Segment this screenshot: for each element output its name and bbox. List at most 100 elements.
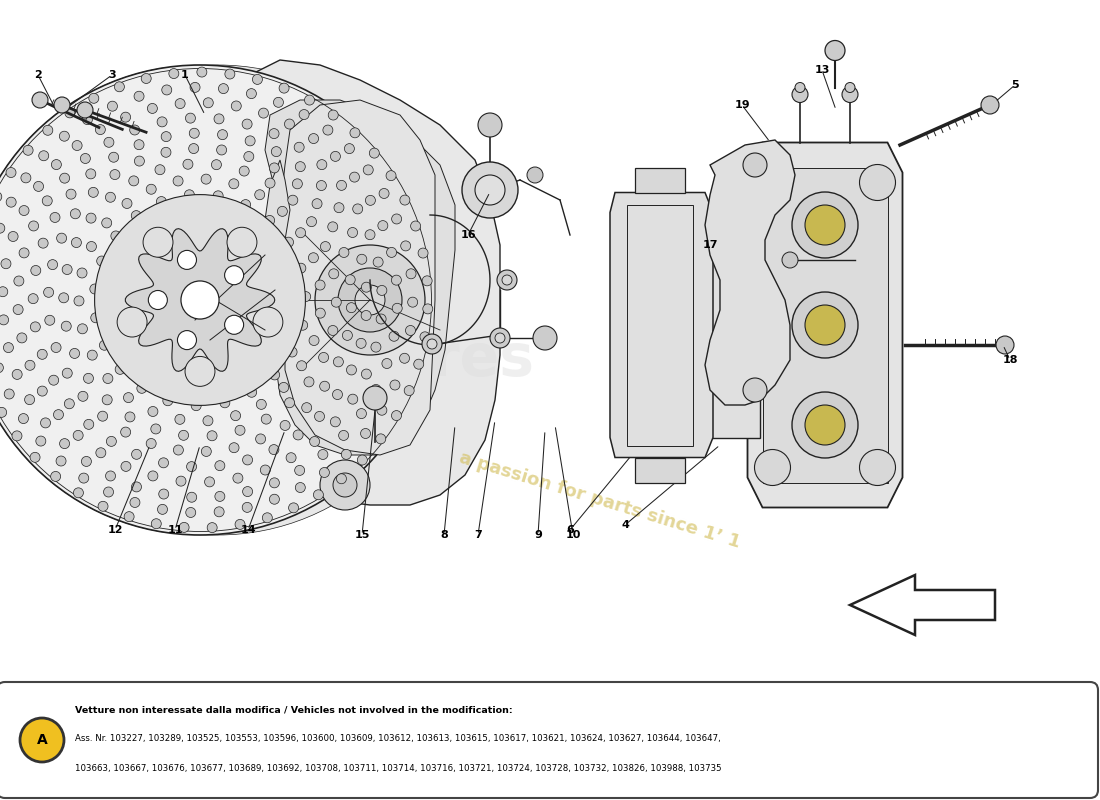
Circle shape [65, 108, 75, 118]
Circle shape [130, 125, 140, 135]
Circle shape [114, 82, 124, 92]
Circle shape [201, 174, 211, 184]
Text: 7: 7 [474, 530, 482, 540]
Text: 14: 14 [240, 525, 256, 535]
Circle shape [314, 490, 323, 500]
Circle shape [312, 198, 322, 209]
Circle shape [204, 416, 213, 426]
Circle shape [270, 370, 279, 380]
Circle shape [261, 465, 271, 475]
Circle shape [152, 518, 162, 529]
Circle shape [121, 427, 131, 437]
Circle shape [242, 119, 252, 129]
Circle shape [108, 101, 118, 111]
Circle shape [353, 204, 363, 214]
Circle shape [34, 182, 44, 191]
Text: 11: 11 [167, 525, 183, 535]
Circle shape [37, 386, 47, 396]
Circle shape [272, 146, 282, 157]
Circle shape [6, 167, 16, 178]
Circle shape [358, 455, 367, 465]
Circle shape [106, 192, 116, 202]
Circle shape [300, 291, 310, 302]
Circle shape [54, 97, 70, 113]
Circle shape [346, 365, 356, 375]
Circle shape [286, 453, 296, 462]
Circle shape [406, 269, 416, 278]
Circle shape [56, 456, 66, 466]
Circle shape [131, 210, 141, 221]
Circle shape [792, 392, 858, 458]
Circle shape [63, 368, 73, 378]
Circle shape [320, 242, 330, 251]
Circle shape [218, 130, 228, 140]
Circle shape [122, 198, 132, 209]
Circle shape [0, 65, 453, 535]
Circle shape [201, 446, 211, 457]
Circle shape [410, 221, 420, 231]
Circle shape [231, 410, 241, 421]
Circle shape [422, 334, 442, 354]
Circle shape [63, 265, 73, 274]
Circle shape [185, 190, 195, 200]
Circle shape [204, 98, 213, 108]
Circle shape [66, 189, 76, 199]
Circle shape [179, 522, 189, 532]
Circle shape [346, 302, 356, 313]
Circle shape [111, 231, 121, 241]
Circle shape [151, 424, 161, 434]
Circle shape [32, 92, 48, 108]
Circle shape [56, 233, 67, 243]
Circle shape [125, 412, 135, 422]
Circle shape [265, 178, 275, 188]
Circle shape [755, 450, 791, 486]
Circle shape [42, 196, 52, 206]
Circle shape [190, 82, 200, 92]
Circle shape [277, 206, 287, 216]
Circle shape [341, 450, 351, 459]
Circle shape [224, 315, 243, 334]
Circle shape [408, 297, 418, 307]
Text: 9: 9 [535, 530, 542, 540]
Circle shape [155, 165, 165, 174]
Circle shape [147, 471, 158, 481]
Circle shape [0, 315, 9, 325]
Circle shape [224, 69, 235, 79]
Circle shape [207, 522, 217, 533]
Circle shape [392, 275, 402, 285]
Circle shape [51, 471, 60, 482]
Circle shape [338, 268, 402, 332]
Circle shape [339, 247, 349, 258]
Circle shape [106, 471, 116, 481]
Circle shape [19, 248, 29, 258]
Circle shape [285, 398, 295, 408]
Circle shape [265, 215, 275, 226]
Polygon shape [635, 458, 685, 482]
Circle shape [86, 213, 96, 223]
Circle shape [117, 307, 147, 337]
Circle shape [315, 280, 326, 290]
Circle shape [214, 507, 224, 517]
Circle shape [158, 458, 168, 468]
Circle shape [107, 436, 117, 446]
Circle shape [406, 326, 416, 335]
Circle shape [270, 478, 279, 488]
Text: 2: 2 [34, 70, 42, 80]
Circle shape [497, 270, 517, 290]
Circle shape [288, 503, 298, 513]
Circle shape [7, 197, 16, 207]
Circle shape [495, 333, 505, 343]
Circle shape [123, 393, 133, 402]
Circle shape [148, 290, 167, 310]
Circle shape [294, 142, 305, 152]
Circle shape [241, 199, 251, 210]
Circle shape [132, 482, 142, 492]
Circle shape [121, 462, 131, 471]
Circle shape [386, 170, 396, 181]
Circle shape [859, 165, 895, 201]
Circle shape [319, 353, 329, 362]
Circle shape [19, 206, 29, 215]
Circle shape [422, 304, 432, 314]
Circle shape [462, 162, 518, 218]
Circle shape [299, 110, 309, 119]
